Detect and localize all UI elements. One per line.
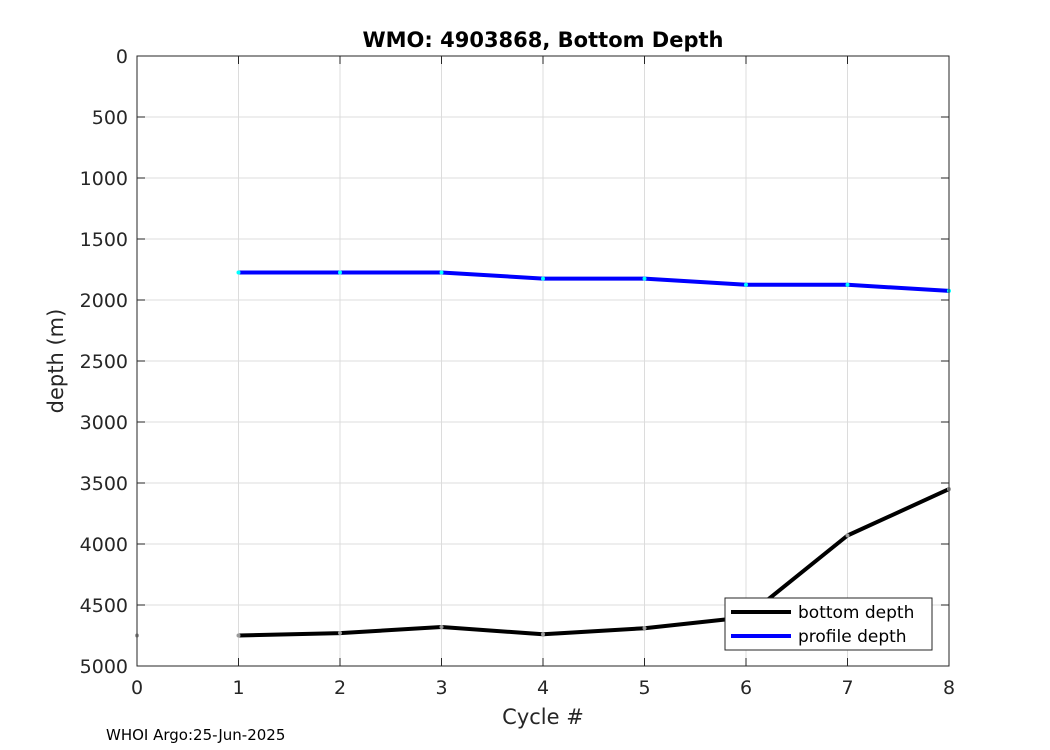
data-point-bottom-depth — [845, 533, 850, 538]
y-tick-label: 1500 — [80, 229, 128, 251]
series-line-profile-depth — [238, 270, 950, 293]
y-tick-label: 5000 — [80, 656, 128, 678]
x-tick-label: 2 — [334, 677, 346, 699]
x-tick-label: 0 — [131, 677, 143, 699]
x-tick-label: 6 — [740, 677, 752, 699]
series-line-bottom-depth — [238, 487, 950, 638]
data-point-bottom-depth — [642, 626, 647, 631]
legend: bottom depth profile depth — [724, 597, 933, 651]
legend-label-bottom-depth: bottom depth — [798, 603, 914, 623]
data-point-profile-depth — [744, 282, 748, 287]
chart-title: WMO: 4903868, Bottom Depth — [362, 28, 723, 52]
data-point-profile-depth — [845, 282, 850, 287]
x-tick-label: 7 — [841, 677, 853, 699]
x-tick-label: 3 — [435, 677, 447, 699]
y-tick-label: 2000 — [80, 290, 128, 312]
x-tick-label: 4 — [537, 677, 549, 699]
y-tick-label: 1000 — [80, 168, 128, 190]
legend-box — [724, 597, 933, 651]
data-point-profile-depth — [338, 270, 342, 275]
y-axis-label: depth (m) — [44, 309, 68, 414]
y-tick-label: 0 — [116, 46, 128, 68]
legend-label-profile-depth: profile depth — [798, 627, 907, 647]
data-point-bottom-depth — [439, 624, 444, 629]
x-tick-label: 8 — [943, 677, 955, 699]
x-tick-label: 5 — [638, 677, 650, 699]
y-tick-label: 3000 — [80, 412, 128, 434]
data-point-profile-depth — [439, 270, 444, 275]
series-layer — [135, 270, 951, 638]
data-point-bottom-depth — [236, 633, 241, 638]
ticks: 0 1 2 3 4 5 6 7 8 0 500 1000 1500 2000 2500 3000 3500 400… — [80, 46, 955, 699]
x-tick-label: 1 — [232, 677, 244, 699]
y-tick-label: 4500 — [80, 595, 128, 617]
data-point-bottom-depth — [338, 631, 342, 636]
data-point-profile-depth — [236, 270, 241, 275]
y-tick-label: 4000 — [80, 534, 128, 556]
data-point-bottom-depth — [541, 632, 545, 637]
y-tick-label: 500 — [92, 107, 128, 129]
y-tick-label: 2500 — [80, 351, 128, 373]
footer-text: WHOI Argo:25-Jun-2025 — [106, 726, 285, 744]
x-axis-label: Cycle # — [502, 705, 584, 729]
y-tick-label: 3500 — [80, 473, 128, 495]
data-point-profile-depth — [541, 276, 545, 281]
data-point-profile-depth — [642, 276, 647, 281]
